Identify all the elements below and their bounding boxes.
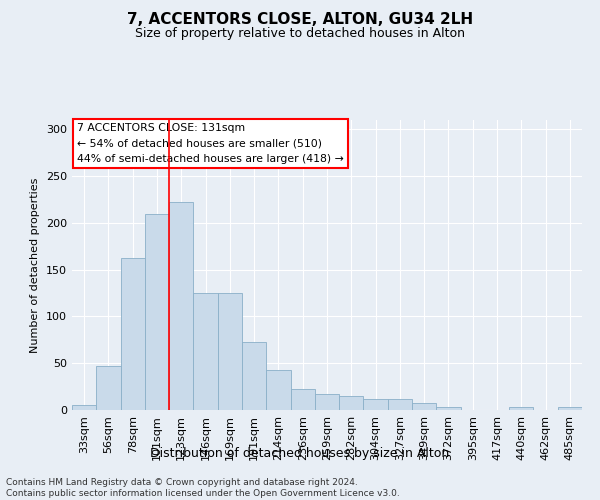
Text: 7, ACCENTORS CLOSE, ALTON, GU34 2LH: 7, ACCENTORS CLOSE, ALTON, GU34 2LH: [127, 12, 473, 28]
Text: Contains HM Land Registry data © Crown copyright and database right 2024.
Contai: Contains HM Land Registry data © Crown c…: [6, 478, 400, 498]
Bar: [339, 396, 364, 410]
Bar: [315, 394, 339, 410]
Bar: [169, 202, 193, 410]
Y-axis label: Number of detached properties: Number of detached properties: [31, 178, 40, 352]
Bar: [290, 390, 315, 410]
Bar: [412, 402, 436, 410]
Text: Distribution of detached houses by size in Alton: Distribution of detached houses by size …: [151, 448, 449, 460]
Text: Size of property relative to detached houses in Alton: Size of property relative to detached ho…: [135, 28, 465, 40]
Bar: [364, 399, 388, 410]
Bar: [558, 407, 582, 410]
Bar: [193, 293, 218, 410]
Bar: [145, 214, 169, 410]
Bar: [242, 342, 266, 410]
Bar: [436, 407, 461, 410]
Bar: [218, 293, 242, 410]
Bar: [266, 370, 290, 410]
Bar: [96, 366, 121, 410]
Text: 7 ACCENTORS CLOSE: 131sqm
← 54% of detached houses are smaller (510)
44% of semi: 7 ACCENTORS CLOSE: 131sqm ← 54% of detac…: [77, 123, 344, 164]
Bar: [509, 407, 533, 410]
Bar: [121, 258, 145, 410]
Bar: [388, 399, 412, 410]
Bar: [72, 406, 96, 410]
